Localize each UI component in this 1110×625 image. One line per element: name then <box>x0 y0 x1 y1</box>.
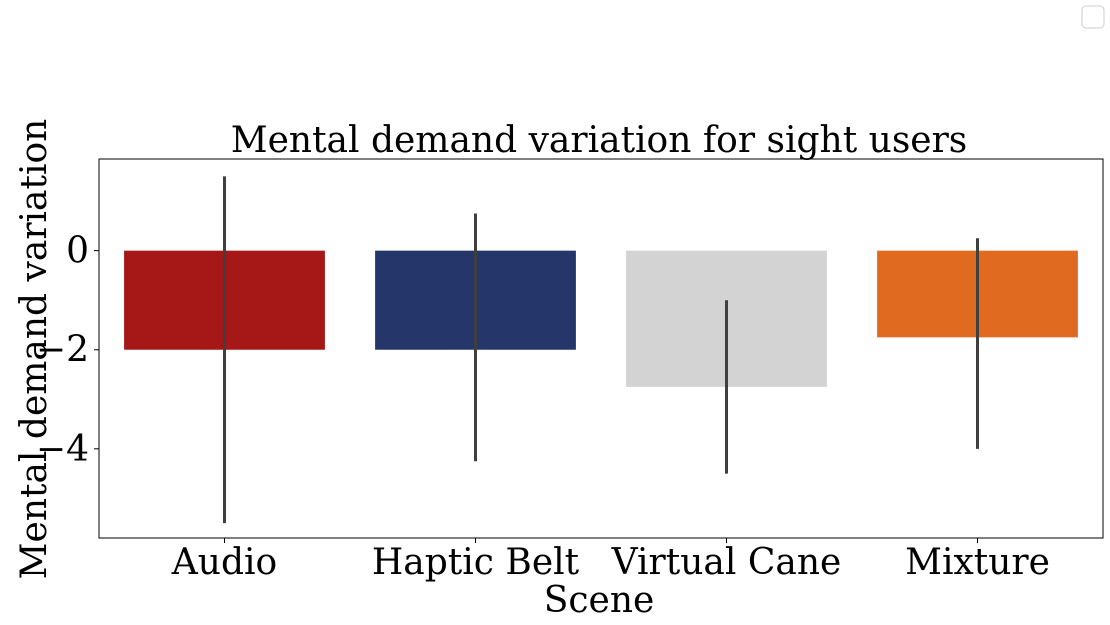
x-tick-label-mixture: Mixture <box>905 542 1050 583</box>
y-tick-label: 0 <box>66 231 89 272</box>
legend-box <box>1081 5 1105 29</box>
plot-frame <box>98 158 1104 539</box>
x-tick-label-audio: Audio <box>171 542 277 583</box>
plot-area <box>124 176 1078 524</box>
chart-title: Mental demand variation for sight users <box>231 120 968 161</box>
x-axis-ticks: Audio Haptic Belt Virtual Cane Mixture <box>171 538 1050 583</box>
x-tick-label-haptic-belt: Haptic Belt <box>372 542 580 583</box>
x-axis-label: Scene <box>544 580 655 621</box>
y-axis-ticks: 0 −2 −4 <box>36 231 99 470</box>
y-axis-label: Mental demand variation <box>14 119 55 580</box>
x-tick-label-virtual-cane: Virtual Cane <box>611 542 842 583</box>
y-tick-label: −4 <box>36 429 89 470</box>
y-tick-label: −2 <box>36 330 89 371</box>
